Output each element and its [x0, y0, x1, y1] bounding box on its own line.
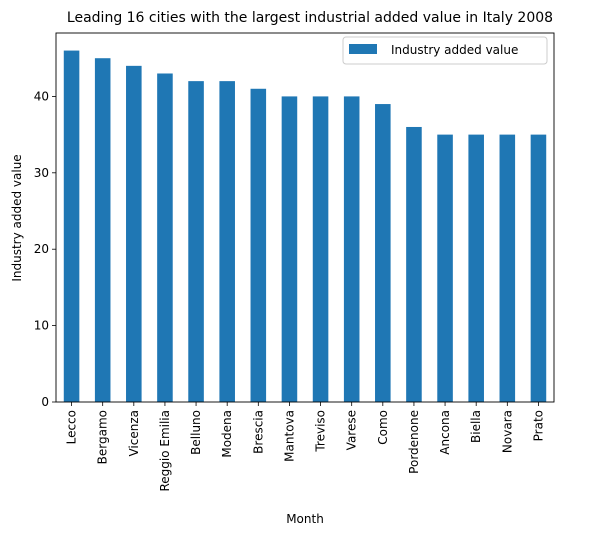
y-axis: 0 10 20 30 40	[34, 89, 56, 409]
legend: Industry added value	[342, 36, 548, 65]
bar	[406, 126, 422, 402]
x-tick-label: Vicenza	[127, 410, 141, 457]
bar	[343, 96, 360, 402]
bar	[94, 58, 111, 403]
x-tick-label: Varese	[345, 410, 359, 450]
bar-group	[63, 50, 547, 403]
bar	[250, 88, 267, 403]
bar	[63, 50, 80, 402]
y-tick-label: 10	[34, 319, 49, 333]
x-tick-label: Belluno	[189, 410, 203, 455]
bar	[312, 96, 329, 402]
y-tick-label: 40	[34, 89, 49, 103]
x-tick-label: Reggio Emilia	[158, 410, 172, 492]
x-tick-label: Mantova	[282, 410, 296, 462]
bar	[530, 134, 547, 403]
y-tick-label: 0	[41, 395, 49, 409]
x-tick-label: Pordenone	[407, 410, 421, 474]
x-tick-label: Como	[376, 410, 390, 445]
bar	[188, 81, 204, 402]
x-tick-label: Novara	[500, 410, 514, 453]
x-axis-label: Month	[286, 512, 324, 526]
legend-label: Industry added value	[391, 43, 518, 57]
legend-box	[342, 36, 548, 65]
x-tick-label: Lecco	[65, 410, 79, 444]
x-axis: Lecco Bergamo Vicenza Reggio Emilia Belluno M…	[65, 402, 545, 492]
bar	[126, 65, 142, 402]
bar	[499, 134, 516, 403]
x-tick-label: Treviso	[314, 410, 328, 453]
bar	[437, 134, 453, 403]
x-tick-label: Prato	[531, 410, 545, 441]
chart-title: Leading 16 cities with the largest indus…	[67, 10, 553, 26]
x-tick-label: Biella	[469, 410, 483, 443]
x-tick-label: Modena	[220, 410, 234, 458]
bar	[157, 73, 173, 403]
x-tick-label: Brescia	[251, 410, 265, 454]
bar	[219, 81, 235, 402]
bar	[375, 104, 391, 403]
y-axis-label: Industry added value	[10, 154, 24, 281]
legend-swatch	[349, 44, 377, 54]
y-tick-label: 30	[34, 166, 49, 180]
bar	[468, 134, 484, 403]
y-tick-label: 20	[34, 242, 49, 256]
bar	[281, 96, 298, 402]
x-tick-label: Bergamo	[96, 410, 110, 464]
x-tick-label: Ancona	[438, 410, 452, 455]
plot-frame	[55, 32, 555, 403]
